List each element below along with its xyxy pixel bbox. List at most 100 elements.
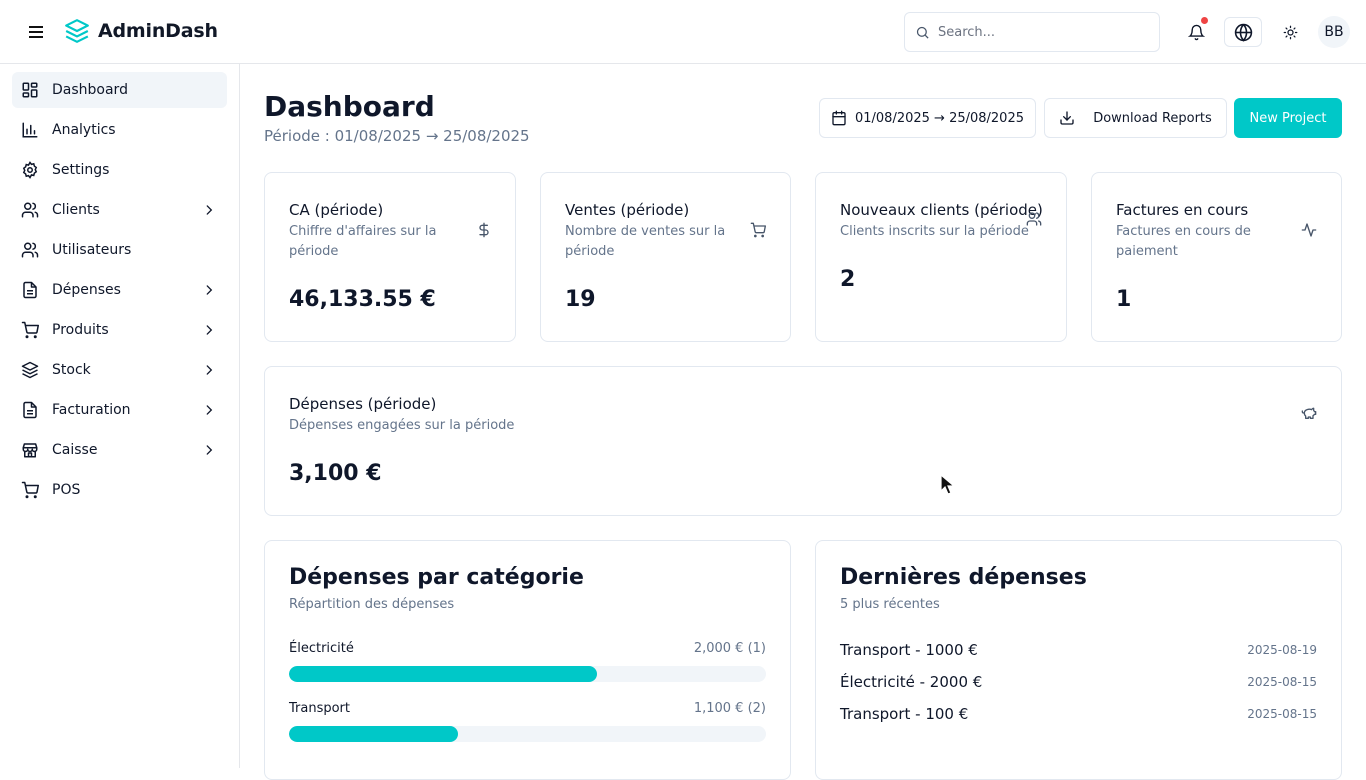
category-row: Transport 1,100 € (2) <box>289 701 766 742</box>
download-icon <box>1060 111 1074 125</box>
expense-label: Transport - 100 € <box>840 705 969 723</box>
chevron-right-icon <box>201 282 217 298</box>
sidebar: Dashboard Analytics Settings Clients Uti… <box>0 64 240 768</box>
chevron-right-icon <box>201 442 217 458</box>
category-bar-track <box>289 666 766 682</box>
kpi-value: 19 <box>565 287 596 312</box>
chevron-right-icon <box>201 362 217 378</box>
sun-icon <box>1283 25 1297 39</box>
sidebar-item-stock[interactable]: Stock <box>12 352 227 388</box>
piggy-bank-icon <box>1300 404 1318 422</box>
kpi-card-sales: Ventes (période) Nombre de ventes sur la… <box>540 172 791 342</box>
sidebar-item-label: Analytics <box>52 122 116 138</box>
category-amount: 2,000 € (1) <box>693 641 766 656</box>
sidebar-item-label: Utilisateurs <box>52 242 132 258</box>
sidebar-item-analytics[interactable]: Analytics <box>12 112 227 148</box>
sidebar-item-label: Clients <box>52 202 100 218</box>
activity-icon <box>1300 221 1318 239</box>
panel-title: Dépenses par catégorie <box>289 565 584 590</box>
shopping-cart-icon <box>749 221 767 239</box>
app-logo[interactable]: AdminDash <box>64 18 218 44</box>
panel-subtitle: 5 plus récentes <box>840 597 940 612</box>
kpi-card-new-clients: Nouveaux clients (période) Clients inscr… <box>815 172 1067 342</box>
mouse-cursor-icon <box>940 474 956 495</box>
panel-title: Dernières dépenses <box>840 565 1087 590</box>
dollar-icon <box>475 221 493 239</box>
sidebar-item-caisse[interactable]: Caisse <box>12 432 227 468</box>
users-icon <box>20 240 40 260</box>
sidebar-item-label: Stock <box>52 362 91 378</box>
kpi-card-expenses: Dépenses (période) Dépenses engagées sur… <box>264 366 1342 516</box>
file-text-icon <box>20 280 40 300</box>
chevron-right-icon <box>201 402 217 418</box>
sidebar-item-utilisateurs[interactable]: Utilisateurs <box>12 232 227 268</box>
kpi-description: Factures en cours de paiement <box>1116 224 1251 259</box>
app-title: AdminDash <box>98 20 218 42</box>
bell-icon <box>1187 24 1205 40</box>
sidebar-item-label: Facturation <box>52 402 131 418</box>
kpi-title: Ventes (période) <box>565 201 690 219</box>
chevron-right-icon <box>201 322 217 338</box>
sidebar-item-pos[interactable]: POS <box>12 472 227 508</box>
kpi-title: Nouveaux clients (période) <box>840 201 1043 219</box>
list-item: Électricité - 2000 € 2025-08-15 <box>840 673 1317 691</box>
latest-expenses-panel: Dernières dépenses 5 plus récentes Trans… <box>815 540 1342 780</box>
kpi-value: 46,133.55 € <box>289 287 436 312</box>
date-range-button[interactable]: 01/08/2025 → 25/08/2025 <box>819 98 1036 138</box>
category-name: Électricité <box>289 641 354 656</box>
sidebar-item-label: Caisse <box>52 442 98 458</box>
globe-icon <box>1234 23 1252 42</box>
kpi-card-revenue: CA (période) Chiffre d'affaires sur la p… <box>264 172 516 342</box>
new-project-button[interactable]: New Project <box>1234 98 1342 138</box>
store-icon <box>20 440 40 460</box>
kpi-title: Factures en cours <box>1116 201 1249 219</box>
language-button[interactable] <box>1224 17 1262 47</box>
shopping-cart-icon <box>20 480 40 500</box>
users-icon <box>20 200 40 220</box>
sidebar-item-label: Dépenses <box>52 282 121 298</box>
kpi-title: CA (période) <box>289 201 384 219</box>
users-icon <box>1025 210 1043 228</box>
category-name: Transport <box>289 701 351 716</box>
list-item: Transport - 1000 € 2025-08-19 <box>840 641 1317 659</box>
category-row: Électricité 2,000 € (1) <box>289 641 766 682</box>
page-title: Dashboard <box>264 90 435 123</box>
category-amount: 1,100 € (2) <box>693 701 766 716</box>
download-reports-label: Download Reports <box>1093 110 1212 126</box>
sidebar-item-label: Dashboard <box>52 82 128 98</box>
gear-icon <box>20 160 40 180</box>
search-box[interactable] <box>904 12 1160 52</box>
kpi-card-pending-invoices: Factures en cours Factures en cours de p… <box>1091 172 1342 342</box>
panel-subtitle: Répartition des dépenses <box>289 597 455 612</box>
sidebar-item-facturation[interactable]: Facturation <box>12 392 227 428</box>
menu-toggle-button[interactable] <box>24 20 48 44</box>
expense-date: 2025-08-15 <box>1247 675 1317 689</box>
sidebar-item-label: POS <box>52 482 81 498</box>
kpi-value: 2 <box>840 267 856 292</box>
expense-label: Transport - 1000 € <box>840 641 978 659</box>
bar-chart-icon <box>20 120 40 140</box>
sidebar-item-dashboard[interactable]: Dashboard <box>12 72 227 108</box>
theme-toggle-button[interactable] <box>1271 17 1309 47</box>
kpi-description: Clients inscrits sur la période <box>840 224 1029 239</box>
page-subtitle: Période : 01/08/2025 → 25/08/2025 <box>264 127 530 145</box>
layers-icon <box>20 360 40 380</box>
search-input[interactable] <box>938 24 1138 40</box>
layout-dashboard-icon <box>20 80 40 100</box>
sidebar-item-depenses[interactable]: Dépenses <box>12 272 227 308</box>
sidebar-item-settings[interactable]: Settings <box>12 152 227 188</box>
sidebar-item-produits[interactable]: Produits <box>12 312 227 348</box>
sidebar-item-clients[interactable]: Clients <box>12 192 227 228</box>
kpi-value: 3,100 € <box>289 461 382 486</box>
shopping-cart-icon <box>20 320 40 340</box>
user-avatar[interactable]: BB <box>1318 16 1350 48</box>
sidebar-item-label: Produits <box>52 322 109 338</box>
notification-dot <box>1201 17 1208 24</box>
sidebar-item-label: Settings <box>52 162 110 178</box>
expenses-by-category-panel: Dépenses par catégorie Répartition des d… <box>264 540 791 780</box>
kpi-description: Chiffre d'affaires sur la période <box>289 224 437 259</box>
notifications-button[interactable] <box>1177 17 1215 47</box>
kpi-value: 1 <box>1116 287 1132 312</box>
download-reports-button[interactable]: Download Reports <box>1044 98 1227 138</box>
top-header: AdminDash BB <box>0 0 1366 64</box>
